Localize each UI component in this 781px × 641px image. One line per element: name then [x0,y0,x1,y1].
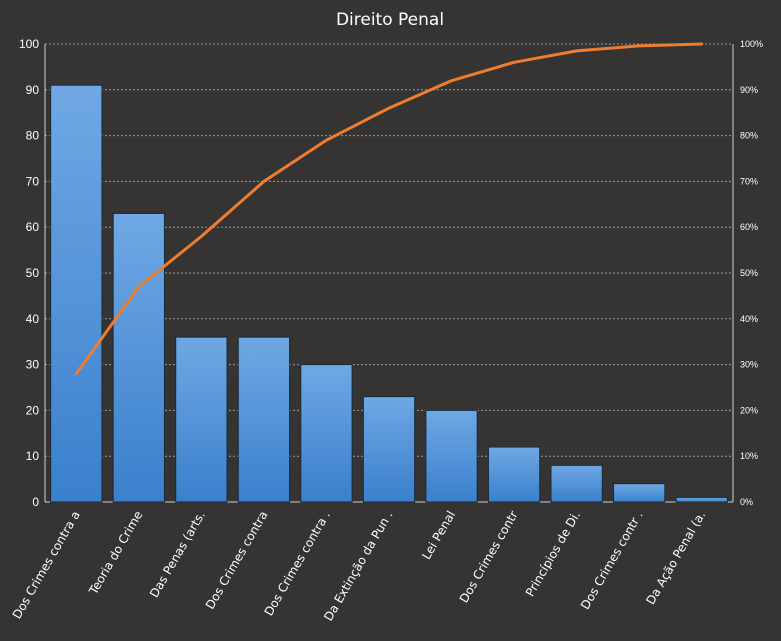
x-tick-label: Princípios de Di. [523,509,583,599]
bar [175,336,228,503]
y2-tick-label: 90% [740,85,758,95]
y2-tick-label: 0% [740,497,753,507]
y-tick-label: 60 [26,220,40,234]
y-tick-label: 0 [32,495,39,509]
chart-title: Direito Penal [336,10,444,30]
bar [50,84,103,503]
bar [237,336,291,503]
y2-tick-label: 100% [740,39,763,49]
x-tick-label: Dos Crimes contra a [10,509,83,622]
x-tick-label: Lei Penal [419,509,458,562]
y2-tick-label: 50% [740,268,758,278]
y-tick-label: 20 [26,403,40,417]
y2-tick-label: 40% [740,314,758,324]
bar [675,496,728,503]
x-tick-label: Da Ação Penal (a. [643,509,708,608]
y-tick-label: 30 [26,358,40,372]
bar-series [50,84,728,503]
bar [550,464,603,503]
y-tick-label: 90 [26,83,40,97]
y-tick-label: 50 [26,266,40,280]
bar [613,483,666,503]
x-tick-label: Dos Crimes contr [457,508,521,605]
bar [487,446,541,503]
y-tick-label: 10 [26,449,40,463]
y-tick-label: 100 [19,37,39,51]
y2-tick-label: 70% [740,176,758,186]
bar [300,364,353,503]
y-tick-label: 40 [26,312,40,326]
y2-tick-label: 10% [740,451,758,461]
y-tick-label: 70 [26,174,40,188]
x-tick-label: Das Penas (arts. [147,509,208,601]
y2-tick-label: 80% [740,131,758,141]
x-tick-label: Da Extinção da Pun . [321,509,395,624]
y2-tick-label: 60% [740,222,758,232]
bar [112,212,165,503]
cumulative-line [74,42,704,376]
y2-tick-label: 20% [740,405,758,415]
bar [362,396,416,503]
x-tick-label: Teoria do Crime [86,509,146,598]
y-tick-label: 80 [26,129,40,143]
y2-tick-label: 30% [740,360,758,370]
x-tick-label: Dos Crimes contra . [262,509,333,619]
bar [425,409,478,503]
x-tick-label: Dos Crimes contra [203,509,271,612]
x-tick-label: Dos Crimes contr . [578,509,646,612]
